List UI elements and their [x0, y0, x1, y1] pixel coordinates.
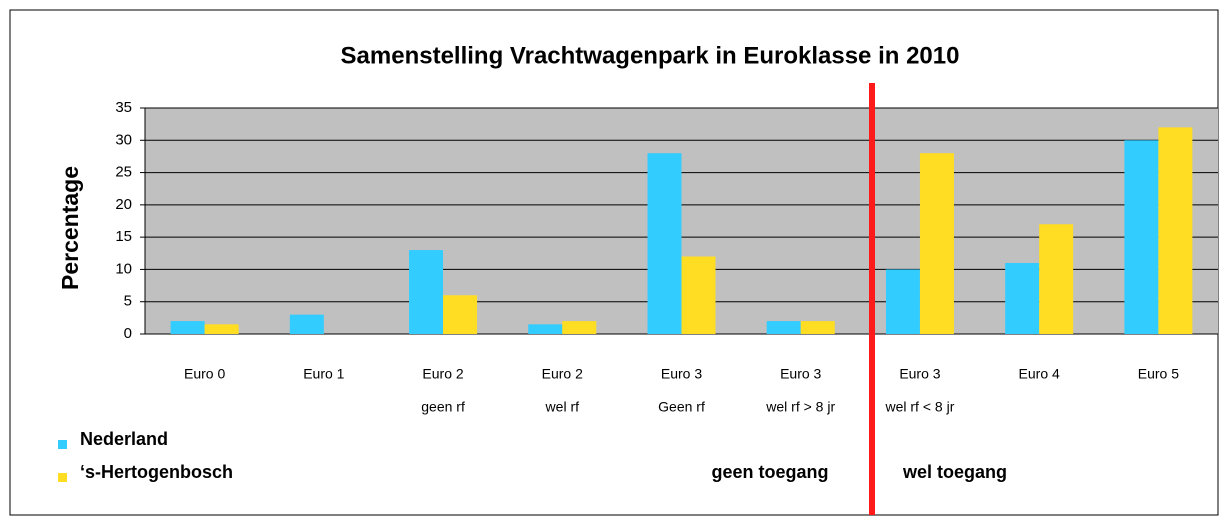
x-tick-label: Geen rf: [658, 399, 705, 415]
bar: [528, 324, 563, 334]
y-tick-label: 30: [115, 131, 132, 148]
bar: [1039, 224, 1074, 334]
annotation: wel toegang: [902, 462, 1007, 482]
legend-label: Nederland: [80, 429, 168, 449]
x-tick-label: wel rf > 8 jr: [765, 399, 835, 415]
bar: [1124, 140, 1159, 334]
y-tick-label: 5: [124, 293, 132, 310]
y-tick-label: 20: [115, 196, 132, 213]
x-tick-label: Euro 0: [184, 366, 225, 382]
y-tick-label: 15: [115, 228, 132, 245]
legend-swatch: [58, 473, 67, 482]
legend-label: ‘s-Hertogenbosch: [80, 462, 233, 482]
bar: [409, 250, 444, 334]
bar: [885, 269, 920, 334]
x-tick-label: Euro 2: [422, 366, 463, 382]
x-tick-label: Euro 5: [1138, 366, 1179, 382]
chart-title: Samenstelling Vrachtwagenpark in Eurokla…: [341, 42, 960, 69]
bar: [800, 321, 835, 334]
y-tick-label: 0: [124, 325, 132, 342]
y-tick-label: 10: [115, 260, 132, 277]
x-tick-label: Euro 4: [1019, 366, 1060, 382]
x-tick-label: wel rf < 8 jr: [885, 399, 955, 415]
bar: [170, 321, 205, 334]
y-tick-label: 25: [115, 164, 132, 181]
bar: [289, 314, 324, 334]
legend-swatch: [58, 440, 67, 449]
x-tick-label: Euro 2: [542, 366, 583, 382]
y-tick-label: 35: [115, 99, 132, 116]
y-axis-label: Percentage: [57, 166, 83, 290]
x-tick-label: wel rf: [545, 399, 580, 415]
x-tick-label: Euro 3: [780, 366, 821, 382]
x-tick-label: Euro 3: [661, 366, 702, 382]
annotation: geen toegang: [711, 462, 828, 482]
x-tick-label: Euro 1: [303, 366, 344, 382]
bar: [919, 153, 954, 334]
bar: [766, 321, 801, 334]
bar: [647, 153, 682, 334]
bar: [204, 324, 239, 334]
marks: 0 5 10 15 20 25 30 35 Euro 0 Euro 1 Euro 2 geen rf E…: [58, 99, 1218, 482]
x-tick-label: Euro 3: [899, 366, 940, 382]
bar: [443, 295, 478, 334]
bar: [1005, 262, 1040, 334]
bar: [1158, 127, 1193, 334]
bar: [681, 256, 716, 334]
bar: [562, 321, 597, 334]
x-tick-label: geen rf: [421, 399, 465, 415]
